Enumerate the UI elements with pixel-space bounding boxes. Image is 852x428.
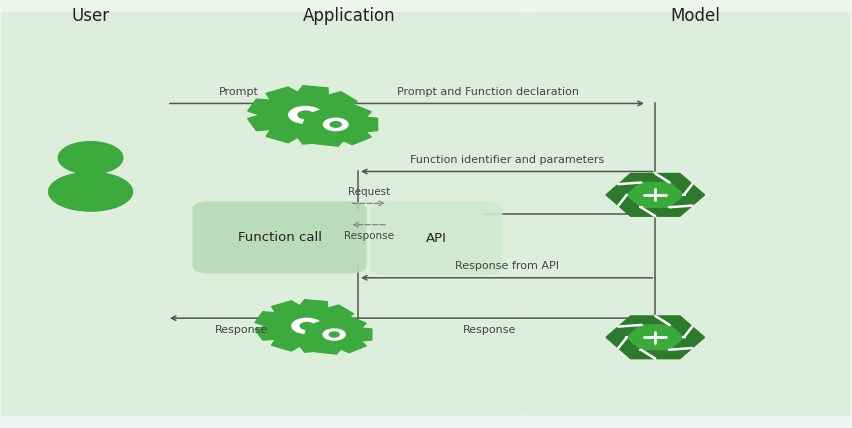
Circle shape: [305, 320, 363, 349]
FancyBboxPatch shape: [518, 12, 852, 416]
Circle shape: [329, 332, 339, 337]
Circle shape: [324, 118, 348, 131]
Circle shape: [262, 93, 349, 137]
FancyBboxPatch shape: [161, 12, 538, 416]
FancyBboxPatch shape: [682, 336, 686, 338]
FancyBboxPatch shape: [625, 336, 629, 338]
Circle shape: [268, 306, 347, 346]
FancyBboxPatch shape: [625, 194, 629, 196]
Text: Function identifier and parameters: Function identifier and parameters: [410, 155, 604, 165]
FancyBboxPatch shape: [371, 201, 503, 276]
FancyBboxPatch shape: [193, 201, 366, 273]
FancyBboxPatch shape: [639, 206, 642, 208]
Circle shape: [323, 329, 345, 340]
Circle shape: [303, 108, 368, 140]
FancyBboxPatch shape: [668, 206, 671, 208]
FancyBboxPatch shape: [682, 194, 686, 196]
Polygon shape: [255, 300, 358, 352]
FancyBboxPatch shape: [639, 181, 642, 183]
Circle shape: [292, 318, 322, 333]
FancyBboxPatch shape: [668, 349, 671, 351]
Text: Response from API: Response from API: [455, 261, 559, 271]
Circle shape: [298, 111, 313, 119]
Text: Prompt: Prompt: [219, 86, 259, 97]
Circle shape: [58, 142, 123, 174]
Text: API: API: [426, 232, 447, 245]
Text: User: User: [72, 7, 110, 25]
Polygon shape: [606, 316, 705, 359]
Text: Response: Response: [463, 325, 516, 335]
Text: Request: Request: [348, 187, 390, 196]
Circle shape: [331, 122, 342, 127]
Circle shape: [289, 107, 322, 123]
Text: Prompt and Function declaration: Prompt and Function declaration: [396, 86, 579, 97]
Polygon shape: [296, 315, 371, 354]
FancyBboxPatch shape: [668, 181, 671, 183]
Polygon shape: [627, 325, 684, 350]
FancyBboxPatch shape: [639, 324, 642, 326]
FancyBboxPatch shape: [0, 12, 203, 416]
Circle shape: [300, 323, 314, 329]
Text: Response: Response: [215, 325, 268, 335]
Text: Model: Model: [671, 7, 721, 25]
Text: Application: Application: [303, 7, 396, 25]
Ellipse shape: [49, 172, 133, 211]
Polygon shape: [606, 173, 705, 216]
FancyBboxPatch shape: [668, 324, 671, 326]
FancyBboxPatch shape: [639, 349, 642, 351]
Polygon shape: [248, 86, 362, 144]
Polygon shape: [627, 182, 684, 207]
Polygon shape: [293, 103, 377, 146]
Text: Function call: Function call: [238, 231, 321, 244]
Text: Response: Response: [343, 232, 394, 241]
